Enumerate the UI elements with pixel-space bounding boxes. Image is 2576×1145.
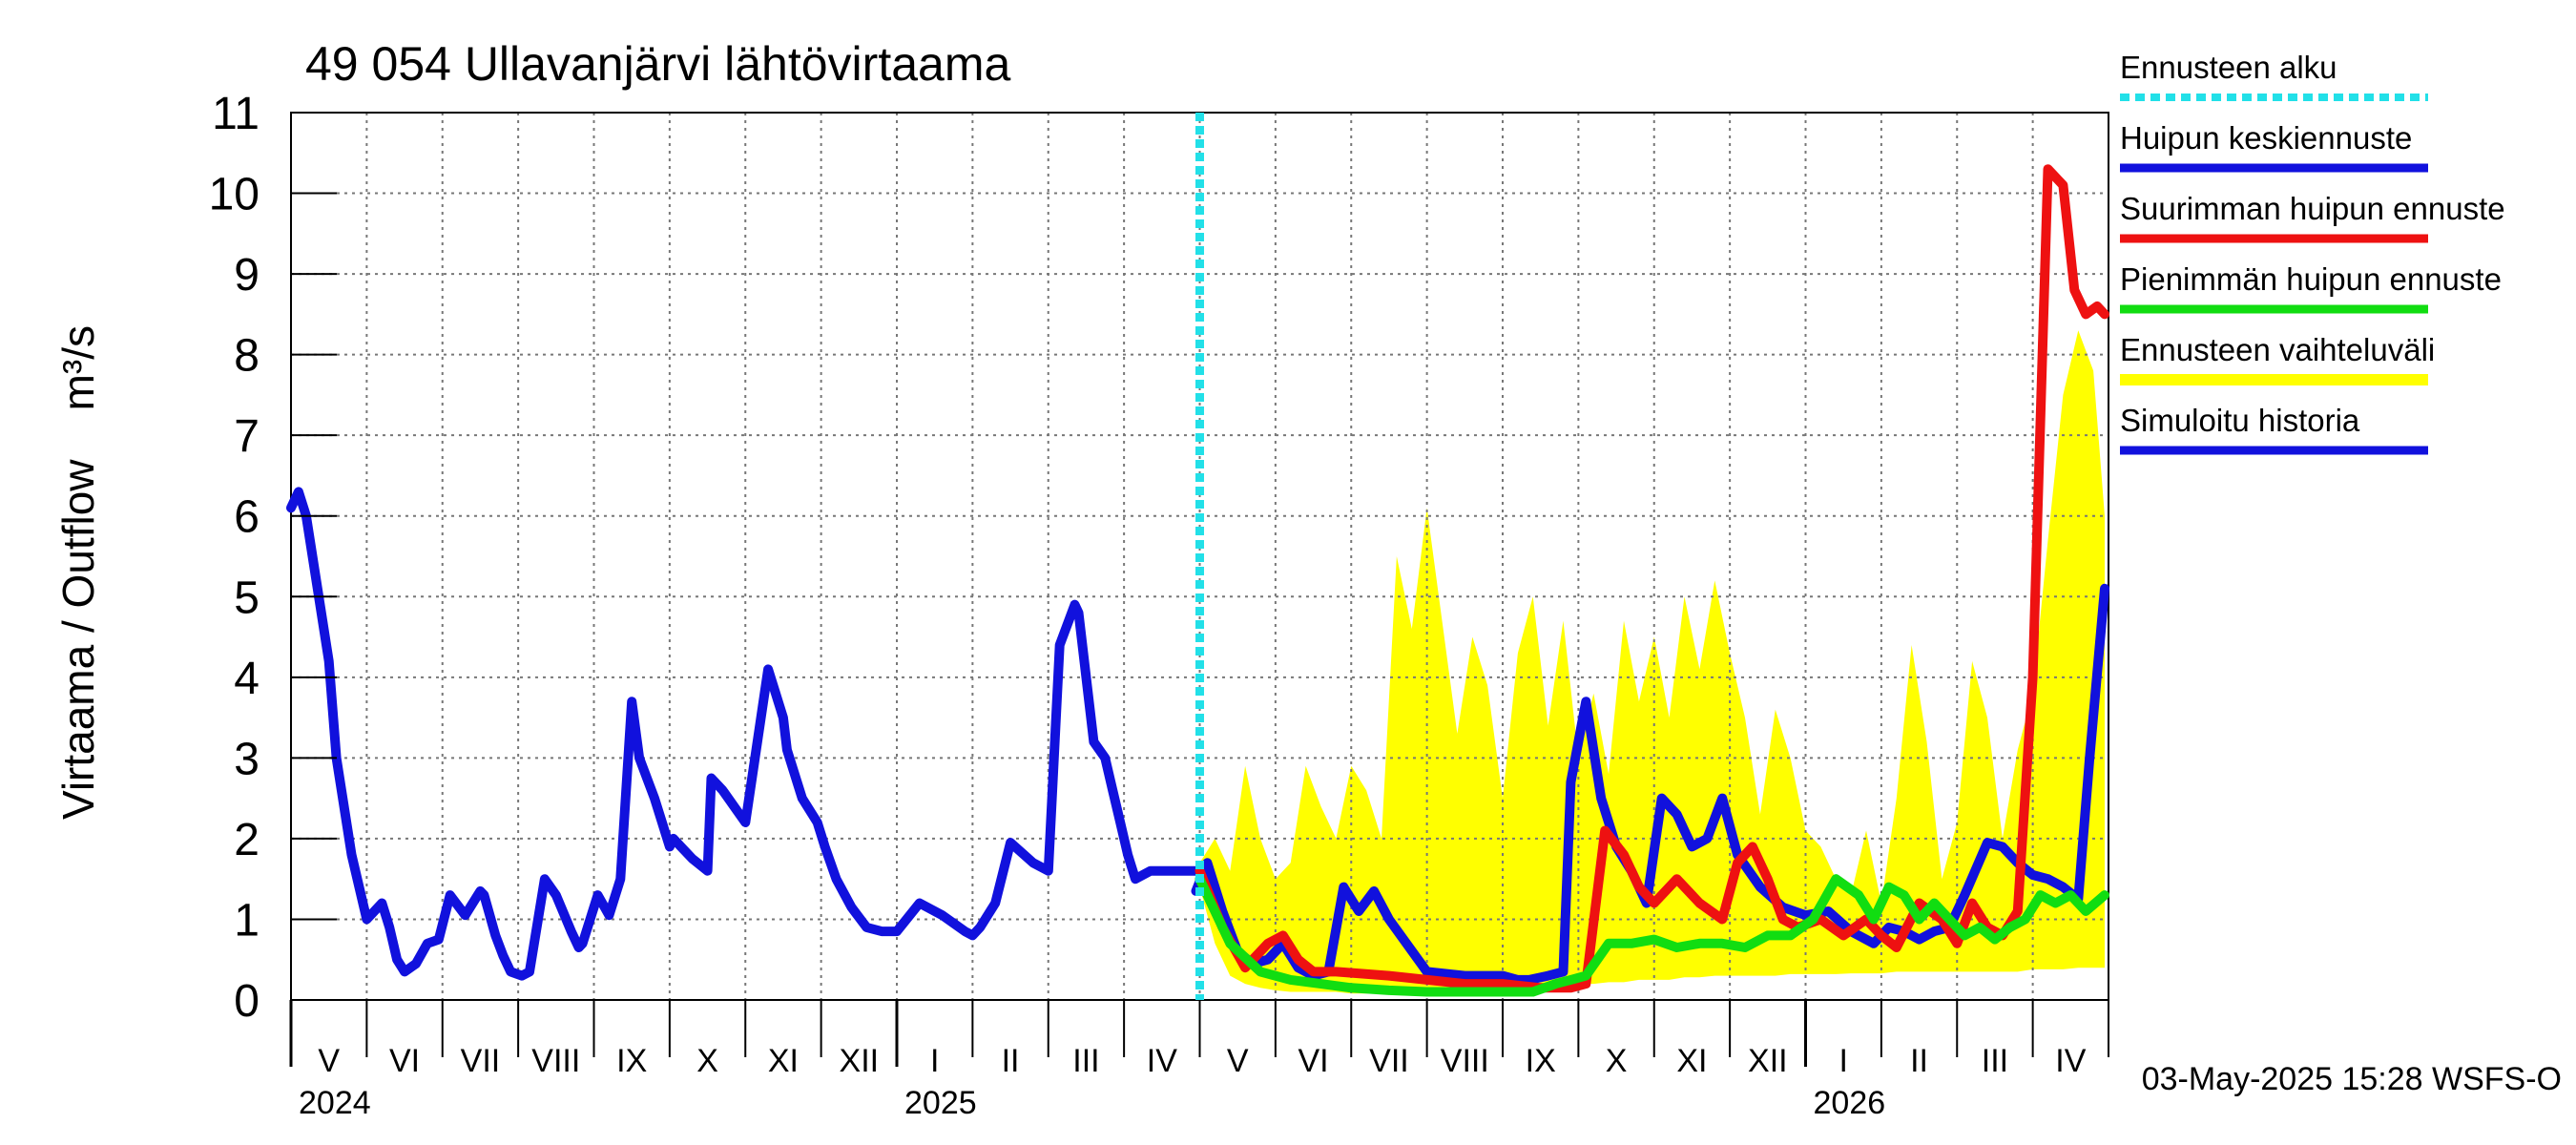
- month-label: VII: [461, 1043, 501, 1079]
- legend-label-range: Ennusteen vaihteluväli: [2120, 332, 2435, 367]
- year-label: 2026: [1814, 1085, 1886, 1121]
- timestamp: 03-May-2025 15:28 WSFS-O: [2142, 1061, 2562, 1097]
- y-tick-label: 5: [234, 572, 260, 623]
- month-label: IV: [2055, 1043, 2086, 1079]
- month-label: VI: [1298, 1043, 1329, 1079]
- legend-label-max: Suurimman huipun ennuste: [2120, 191, 2505, 226]
- y-tick-label: 6: [234, 492, 260, 543]
- x-axis: V VI VII VIII IX X XI XII I II III IV V VI VII VIII IX X X…: [289, 1000, 2109, 1121]
- series-history-line: [286, 487, 1205, 981]
- series-lines: [286, 113, 2109, 1000]
- month-label: V: [1227, 1043, 1249, 1079]
- month-label: I: [930, 1043, 939, 1079]
- month-label: III: [1072, 1043, 1099, 1079]
- series-min-line: [1195, 874, 2109, 997]
- month-label: IX: [616, 1043, 647, 1079]
- month-label: X: [1606, 1043, 1628, 1079]
- month-label: X: [696, 1043, 718, 1079]
- y-tick-label: 9: [234, 250, 260, 301]
- month-label: II: [1002, 1043, 1020, 1079]
- month-label: IX: [1526, 1043, 1556, 1079]
- y-tick-label: 0: [234, 976, 260, 1027]
- chart-title: 49 054 Ullavanjärvi lähtövirtaama: [305, 37, 1010, 91]
- month-label: I: [1839, 1043, 1847, 1079]
- legend: Ennusteen alku Huipun keskiennuste Suurimm…: [2120, 50, 2505, 455]
- month-label: IV: [1147, 1043, 1177, 1079]
- legend-label-min: Pienimmän huipun ennuste: [2120, 261, 2502, 297]
- month-label: VI: [389, 1043, 420, 1079]
- y-tick-label: 4: [234, 654, 260, 704]
- legend-label-history: Simuloitu historia: [2120, 403, 2360, 438]
- month-label: VIII: [531, 1043, 580, 1079]
- y-tick-label: 7: [234, 411, 260, 462]
- month-label: XII: [840, 1043, 880, 1079]
- legend-label-median: Huipun keskiennuste: [2120, 120, 2412, 156]
- month-label: XI: [1676, 1043, 1707, 1079]
- y-tick-label: 1: [234, 895, 260, 946]
- y-tick-label: 3: [234, 734, 260, 784]
- y-axis-label: Virtaama / Outflow m³/s: [53, 325, 103, 820]
- range-band-area: [1199, 330, 2105, 994]
- forecast-range-band: [1199, 330, 2105, 994]
- month-label: XI: [768, 1043, 799, 1079]
- legend-label-forecast_start: Ennusteen alku: [2120, 50, 2337, 85]
- month-label: VIII: [1441, 1043, 1489, 1079]
- y-tick-label: 10: [209, 170, 260, 220]
- y-tick-label: 11: [212, 89, 260, 139]
- month-label: XII: [1748, 1043, 1788, 1079]
- year-label: 2025: [904, 1085, 977, 1121]
- month-label: II: [1910, 1043, 1928, 1079]
- y-tick-label: 8: [234, 331, 260, 382]
- y-tick-label: 2: [234, 815, 260, 865]
- year-label: 2024: [299, 1085, 371, 1121]
- month-label: VII: [1369, 1043, 1409, 1079]
- month-label: III: [1982, 1043, 2008, 1079]
- y-axis: 0 1 2 3 4 5 6 7 8 9 10 11: [209, 89, 337, 1027]
- month-label: V: [318, 1043, 340, 1079]
